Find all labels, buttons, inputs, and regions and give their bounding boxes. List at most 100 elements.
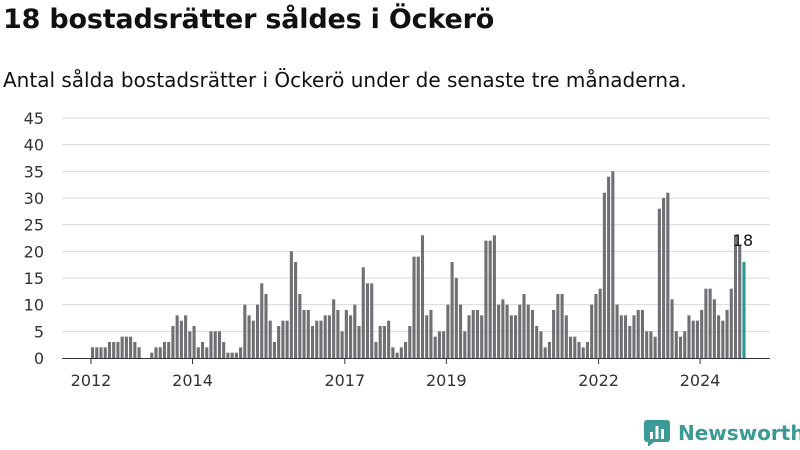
bar: [475, 310, 480, 358]
bar: [247, 315, 251, 358]
bar: [268, 320, 272, 358]
y-tick-label: 30: [24, 189, 44, 208]
gridlines: [62, 117, 770, 332]
bar: [112, 342, 116, 358]
bar: [361, 267, 365, 358]
bar: [395, 352, 399, 358]
x-tick-label: 2012: [71, 371, 112, 390]
bar: [370, 283, 374, 358]
chart-subtitle: Antal sålda bostadsrätter i Öckerö under…: [3, 68, 687, 92]
bar: [226, 352, 230, 358]
y-tick-label: 45: [24, 109, 44, 128]
bar: [484, 240, 488, 358]
bar: [425, 315, 429, 358]
bar: [721, 320, 725, 358]
bar: [509, 315, 513, 358]
bar: [230, 352, 234, 358]
bar: [327, 315, 331, 358]
bar: [340, 331, 344, 358]
bar: [636, 310, 640, 358]
bar: [387, 320, 391, 358]
bar: [628, 326, 632, 358]
bar: [437, 331, 441, 358]
bar: [332, 299, 336, 358]
bar: [95, 347, 99, 358]
bar: [501, 299, 505, 358]
bar: [662, 198, 666, 358]
newsworthy-logo[interactable]: Newsworthy: [644, 419, 800, 447]
bar: [196, 347, 200, 358]
bar: [547, 342, 551, 358]
bars: [91, 171, 746, 358]
bar: [712, 299, 716, 358]
bar: [243, 304, 247, 358]
y-tick-label: 25: [24, 216, 44, 235]
bar: [91, 347, 95, 358]
bar: [158, 347, 162, 358]
bar: [577, 342, 581, 358]
bar: [154, 347, 158, 358]
bar: [670, 299, 674, 358]
bar: [357, 326, 361, 358]
bar: [150, 352, 154, 358]
bar: [450, 262, 454, 358]
bar: [674, 331, 678, 358]
bar: [200, 342, 205, 358]
bar: [568, 336, 573, 358]
bar: [344, 310, 348, 358]
bar: [162, 342, 167, 358]
bar: [133, 342, 137, 358]
bar: [310, 326, 315, 358]
bar: [319, 320, 323, 358]
bar: [505, 304, 509, 358]
bar: [298, 294, 302, 358]
bar: [518, 304, 522, 358]
bar: [488, 240, 492, 358]
bar: [294, 262, 298, 358]
bar: [281, 320, 285, 358]
bar: [560, 294, 564, 358]
last-value-label: 18: [733, 231, 753, 250]
bar: [602, 192, 606, 358]
bar: [590, 304, 594, 358]
bar: [526, 304, 530, 358]
bar: [222, 342, 226, 358]
bar: [129, 336, 133, 358]
bar: [446, 304, 450, 358]
bar: [492, 235, 496, 358]
bar: [611, 171, 615, 358]
brand-name: Newsworthy: [678, 421, 800, 445]
bar: [564, 315, 568, 358]
bar: [420, 235, 425, 358]
bar: [708, 288, 712, 358]
bar: [653, 336, 657, 358]
bar: [416, 256, 420, 358]
bar: [459, 304, 463, 358]
bar-highlight: [742, 262, 746, 358]
y-tick-label: 0: [34, 349, 44, 368]
bar: [552, 310, 556, 358]
bar: [353, 304, 357, 358]
bar: [188, 331, 192, 358]
x-axis: 2012 2014 2017 2019 2022 2024: [62, 358, 770, 390]
bar: [607, 176, 611, 358]
chart-title: 18 bostadsrätter såldes i Öckerö: [3, 4, 495, 35]
bar: [539, 331, 543, 358]
bar: [729, 288, 733, 358]
bar: [378, 326, 382, 358]
x-tick-label: 2022: [578, 371, 619, 390]
bar: [107, 342, 112, 358]
bar: [725, 310, 729, 358]
bar: [573, 336, 577, 358]
bar: [213, 331, 217, 358]
bar: [399, 347, 403, 358]
x-tick-label: 2024: [680, 371, 721, 390]
bar: [234, 352, 238, 358]
bar: [255, 304, 260, 358]
bar: [471, 310, 475, 358]
x-tick-label: 2019: [426, 371, 467, 390]
bar: [442, 331, 446, 358]
bar: [632, 315, 636, 358]
bar: [167, 342, 171, 358]
